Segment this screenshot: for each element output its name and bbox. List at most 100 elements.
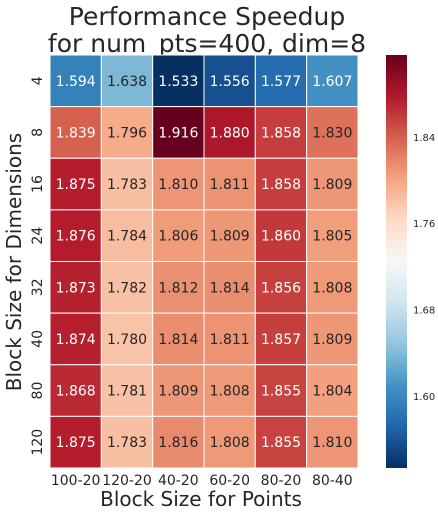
cell-value-label: 1.805 [312, 229, 352, 245]
cell-value-label: 1.556 [210, 74, 250, 90]
cell-value-label: 1.857 [261, 332, 301, 348]
x-tick-label: 60-20 [209, 473, 250, 489]
cell-value-label: 1.858 [261, 177, 301, 193]
cell-value-label: 1.811 [210, 332, 250, 348]
heatmap-cell [152, 209, 205, 262]
heatmap-cell [152, 261, 205, 314]
cell-value-label: 1.806 [158, 229, 198, 245]
heatmap-cells: 1.594 1.638 1.533 1.556 1.577 1.607 1.839 1.796… [49, 54, 359, 469]
heatmap-cell [49, 364, 102, 417]
cell-value-label: 1.533 [158, 74, 198, 90]
cell-value-label: 1.856 [261, 280, 301, 296]
y-tick-label: 40 [30, 330, 46, 348]
heatmap-cell [306, 364, 359, 417]
cell-value-label: 1.809 [312, 177, 352, 193]
heatmap-cell [306, 209, 359, 262]
cell-value-label: 1.783 [107, 435, 147, 451]
y-tick-labels: 4 8 16 24 32 40 80 120 [30, 76, 46, 455]
heatmap-cell [203, 415, 256, 469]
heatmap-cell [203, 157, 256, 211]
cell-value-label: 1.809 [312, 332, 352, 348]
colorbar-tick-label: 1.68 [413, 305, 435, 316]
cell-value-label: 1.875 [56, 435, 96, 451]
x-tick-label: 80-20 [261, 473, 302, 489]
cell-value-label: 1.868 [56, 384, 96, 400]
heatmap-cell [254, 157, 308, 211]
heatmap-cell [49, 209, 102, 262]
y-tick-label: 16 [30, 175, 46, 193]
cell-value-label: 1.782 [107, 280, 147, 296]
cell-value-label: 1.808 [210, 435, 250, 451]
heatmap-cell [306, 106, 359, 159]
cell-value-label: 1.607 [312, 74, 352, 90]
heatmap-cell [203, 209, 256, 262]
y-tick-label: 80 [30, 382, 46, 400]
cell-value-label: 1.808 [312, 280, 352, 296]
y-tick-label: 4 [30, 76, 46, 85]
heatmap-cell [203, 364, 256, 417]
heatmap-cell [49, 312, 102, 366]
y-tick-label: 32 [30, 278, 46, 296]
heatmap-cell [254, 209, 308, 262]
heatmap-cell [254, 261, 308, 314]
heatmap-cell [203, 106, 256, 159]
heatmap-cell [306, 157, 359, 211]
cell-value-label: 1.876 [56, 229, 96, 245]
cell-value-label: 1.577 [261, 74, 301, 90]
x-tick-labels: 100-20 120-20 40-20 60-20 80-20 80-40 [51, 473, 353, 489]
cell-value-label: 1.874 [56, 332, 96, 348]
cell-value-label: 1.783 [107, 177, 147, 193]
cell-value-label: 1.839 [56, 125, 96, 141]
heatmap-cell [306, 54, 359, 108]
heatmap-cell [100, 209, 154, 262]
cell-value-label: 1.810 [312, 435, 352, 451]
heatmap-cell [152, 54, 205, 108]
heatmap-cell [306, 261, 359, 314]
cell-value-label: 1.804 [312, 384, 352, 400]
y-tick-label: 24 [30, 227, 46, 245]
x-tick-label: 80-40 [312, 473, 353, 489]
heatmap-cell [306, 415, 359, 469]
cell-value-label: 1.780 [107, 332, 147, 348]
x-tick-label: 40-20 [158, 473, 199, 489]
cell-value-label: 1.796 [107, 125, 147, 141]
colorbar-ticks: 1.60 1.68 1.76 1.84 [413, 133, 435, 403]
cell-value-label: 1.860 [261, 229, 301, 245]
heatmap-cell [100, 157, 154, 211]
cell-value-label: 1.830 [312, 125, 352, 141]
cell-value-label: 1.808 [210, 384, 250, 400]
chart-title: Performance Speedup [69, 2, 345, 31]
cell-value-label: 1.858 [261, 125, 301, 141]
cell-value-label: 1.880 [210, 125, 250, 141]
cell-value-label: 1.809 [158, 384, 198, 400]
y-tick-label: 120 [30, 429, 46, 456]
y-tick-label: 8 [30, 128, 46, 137]
chart-subtitle: for num_pts=400, dim=8 [48, 29, 366, 58]
heatmap-cell [203, 261, 256, 314]
heatmap-cell [49, 54, 102, 108]
cell-value-label: 1.875 [56, 177, 96, 193]
heatmap-cell [100, 106, 154, 159]
heatmap-cell [49, 415, 102, 469]
cell-value-label: 1.784 [107, 229, 147, 245]
cell-value-label: 1.855 [261, 435, 301, 451]
cell-value-label: 1.814 [210, 280, 250, 296]
cell-value-label: 1.812 [158, 280, 198, 296]
cell-value-label: 1.855 [261, 384, 301, 400]
cell-value-label: 1.811 [210, 177, 250, 193]
cell-value-label: 1.873 [56, 280, 96, 296]
x-tick-label: 100-20 [51, 473, 101, 489]
colorbar-tick-label: 1.60 [413, 392, 435, 403]
cell-value-label: 1.814 [158, 332, 198, 348]
colorbar-tick-label: 1.84 [413, 133, 435, 144]
cell-value-label: 1.916 [158, 125, 198, 141]
cell-value-label: 1.809 [210, 229, 250, 245]
cell-value-label: 1.816 [158, 435, 198, 451]
y-axis-label: Block Size for Dimensions [2, 133, 26, 391]
cell-value-label: 1.810 [158, 177, 198, 193]
colorbar-tick-label: 1.76 [413, 219, 435, 230]
x-axis-label: Block Size for Points [100, 487, 302, 511]
heatmap-cell [306, 312, 359, 366]
heatmap-cell [49, 261, 102, 314]
heatmap-cell [152, 364, 205, 417]
